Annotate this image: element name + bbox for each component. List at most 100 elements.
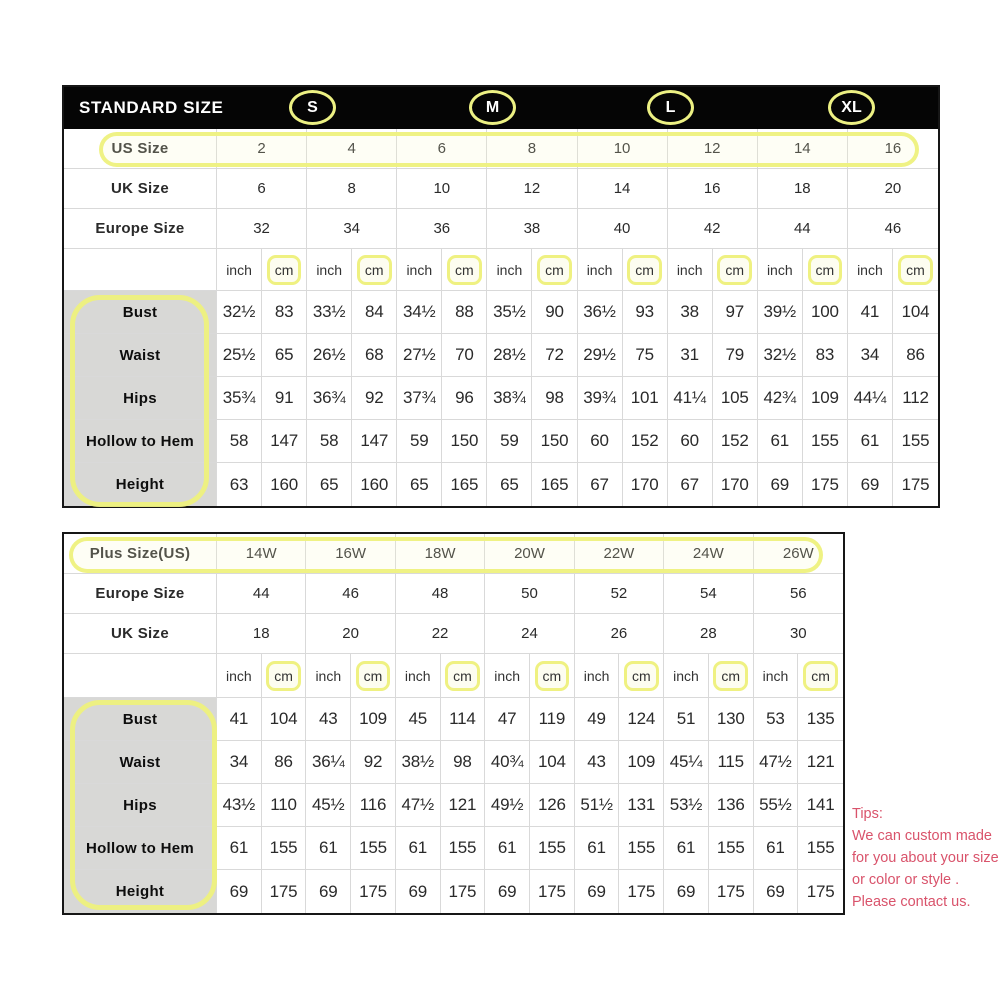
size-value-cell: 8	[307, 169, 398, 209]
measure-value-cell: 105	[712, 377, 758, 420]
size-value-cell: 16W	[306, 534, 396, 574]
cm-unit-cell: cm	[622, 249, 668, 291]
size-value-cell: 12	[667, 129, 758, 169]
measure-value-cell: 83	[262, 291, 308, 334]
measure-value-cell: 65	[487, 463, 533, 506]
measure-value-cell: 29½	[577, 334, 623, 377]
size-value-cell: 8	[487, 129, 578, 169]
measure-value-cell: 42¾	[757, 377, 803, 420]
cm-highlight-box: cm	[537, 254, 572, 285]
measure-value-cell: 49	[574, 698, 620, 741]
tips-line: for you about your size	[852, 850, 999, 866]
measure-value-cell: 38½	[395, 741, 441, 784]
measure-value-cell: 160	[262, 463, 308, 506]
measure-value-cell: 39½	[757, 291, 803, 334]
table-row: Bust 41 104 43 109 45 114 47 119 49 124 51 130 53 135	[64, 698, 843, 741]
measure-value-cell: 98	[440, 741, 486, 784]
measure-row-label: Hips	[64, 377, 217, 420]
table-row: Height 63 160 65 160 65 165 65 165 67 170 67 170 69 17…	[64, 463, 938, 506]
measure-value-cell: 175	[806, 881, 835, 901]
inch-unit-label: inch	[397, 249, 443, 291]
measure-value-cell: 43	[306, 698, 352, 741]
cm-unit-cell: cm	[802, 249, 848, 291]
inch-unit-label: inch	[757, 249, 803, 291]
measure-value-cell: 41	[847, 291, 893, 334]
size-value-cell: 36	[397, 209, 488, 249]
size-value-cell: 46	[847, 209, 938, 249]
measure-value-cell: 61	[395, 827, 441, 870]
measure-value-cell: 61	[485, 827, 530, 870]
measure-value-cell: 90	[532, 291, 578, 334]
measure-value-cell: 101	[622, 377, 668, 420]
measure-value-cell: 61	[753, 827, 799, 870]
measure-value-cell: 47½	[753, 741, 799, 784]
measure-value-cell: 65	[307, 463, 353, 506]
measure-value-cell: 69	[575, 870, 620, 913]
table-row: Hollow to Hem 61 155 61 155 61 155 61 155 61 155 61…	[64, 827, 843, 870]
size-value-cell: 2	[217, 129, 308, 169]
inch-unit-label: inch	[753, 654, 799, 698]
unit-header-row: inch cm inch cm inch cm inch cm inch cm inch cm inch…	[64, 654, 843, 698]
size-value-cell: 22W	[574, 534, 665, 574]
inch-unit-label: inch	[485, 654, 530, 698]
measure-value-cell: 72	[532, 334, 578, 377]
measure-row-label: Waist	[64, 741, 217, 784]
measure-row-label: Hollow to Hem	[64, 420, 217, 463]
measure-value-cell: 175	[262, 870, 307, 913]
measure-value-cell: 45	[395, 698, 441, 741]
measure-value-cell: 36¾	[307, 377, 353, 420]
table-row: Hips 43½ 110 45½ 116 47½ 121 49½ 126 51½ 131 53½ 136…	[64, 784, 843, 827]
measure-value-cell: 26½	[307, 334, 353, 377]
measure-value-cell: 59	[397, 420, 443, 463]
cm-unit-cell: cm	[351, 654, 396, 698]
measure-value-cell: 32½	[217, 291, 263, 334]
measure-value-cell: 155	[261, 827, 307, 870]
measure-value-cell: 45½	[306, 784, 352, 827]
size-value-cell: 20W	[485, 534, 575, 574]
size-value-cell: 42	[667, 209, 758, 249]
cm-highlight-box: cm	[445, 660, 480, 691]
measure-value-cell: 109	[351, 698, 396, 741]
measure-value-cell: 36¼	[306, 741, 352, 784]
measure-value-cell: 40¾	[485, 741, 530, 784]
measure-value-cell: 116	[351, 784, 396, 827]
measure-value-cell: 155	[802, 420, 848, 463]
cm-unit-cell: cm	[712, 249, 758, 291]
table-row: UK Size 6 8 10 12 14 16 18 20	[64, 169, 938, 209]
cm-unit-cell: cm	[440, 654, 486, 698]
measure-value-cell: 136	[708, 784, 754, 827]
cm-highlight-box: cm	[266, 660, 301, 691]
measure-value-cell: 33½	[307, 291, 353, 334]
cm-unit-cell: cm	[530, 654, 575, 698]
measure-value-cell: 69	[217, 870, 262, 913]
measure-value-cell: 69	[754, 870, 799, 913]
measure-value-cell: 155	[440, 827, 486, 870]
measure-value-cell: 104	[261, 698, 307, 741]
size-value-cell: 50	[485, 574, 575, 614]
cm-highlight-box: cm	[627, 254, 662, 285]
size-value-cell: 26	[574, 614, 665, 654]
measure-value-cell: 92	[352, 377, 398, 420]
size-value-cell: 44	[217, 574, 307, 614]
size-row-label: Europe Size	[64, 574, 217, 614]
measure-value-cell: 39¾	[577, 377, 623, 420]
measure-value-cell: 53½	[664, 784, 709, 827]
inch-unit-label: inch	[574, 654, 620, 698]
size-value-cell: 20	[306, 614, 396, 654]
size-value-cell: 14W	[217, 534, 307, 574]
measure-value-cell: 49½	[485, 784, 530, 827]
measure-value-cell: 37¾	[397, 377, 443, 420]
table-row: Hollow to Hem 58 147 58 147 59 150 59 150 60 152 60…	[64, 420, 938, 463]
measure-value-cell: 51	[664, 698, 709, 741]
measure-value-cell: 61	[574, 827, 620, 870]
size-oval-xl: XL	[828, 90, 875, 125]
measure-value-cell: 175	[351, 870, 396, 913]
inch-unit-label: inch	[395, 654, 441, 698]
standard-size-title: STANDARD SIZE	[79, 98, 224, 117]
measure-value-cell: 126	[530, 784, 575, 827]
measure-value-cell: 34	[217, 741, 262, 784]
cm-unit-cell: cm	[261, 654, 307, 698]
size-value-cell: 26W	[753, 534, 843, 574]
measure-row-label: Bust	[64, 291, 217, 334]
measure-value-cell: 109	[619, 741, 665, 784]
